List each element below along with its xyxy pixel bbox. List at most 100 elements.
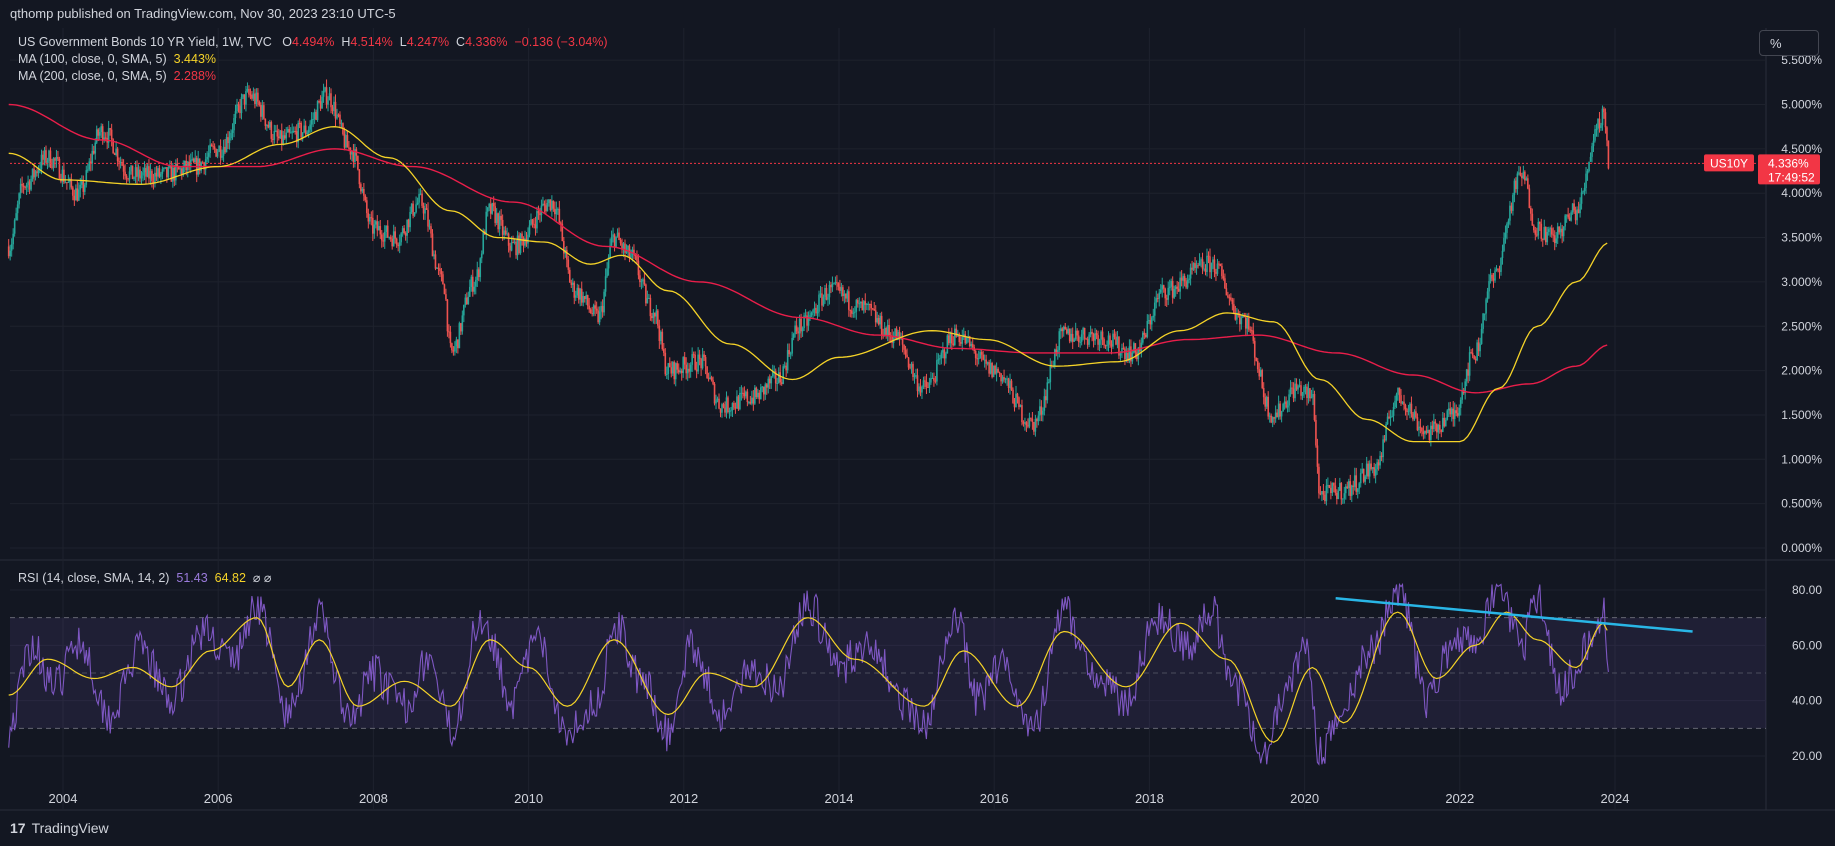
candle-body [1168, 286, 1171, 288]
candle-body [413, 212, 416, 216]
candle-body [382, 240, 385, 242]
candle-body [185, 160, 188, 171]
candle-body [819, 293, 822, 295]
candle-body [79, 184, 82, 190]
candle-body [463, 304, 465, 316]
legend-rsi-icons[interactable]: ⌀ ⌀ [252, 571, 272, 585]
candle-body [252, 93, 255, 99]
candle-body [733, 402, 735, 408]
candle-body [1179, 277, 1181, 292]
percent-scale-button[interactable]: % [1759, 30, 1819, 56]
candle-body [119, 162, 122, 164]
candle-body [482, 231, 485, 254]
candle-body [118, 161, 120, 163]
candle-body [1565, 214, 1568, 216]
candle-body [449, 331, 452, 344]
candle-body [151, 170, 153, 182]
candle-body [958, 335, 961, 343]
candle-body [983, 359, 986, 361]
candle-body [710, 377, 713, 381]
candle-body [1509, 205, 1511, 221]
y-tick-label: 5.500% [1781, 53, 1822, 67]
candle-body [922, 380, 925, 387]
candle-body [1562, 226, 1565, 237]
candle-body [1276, 412, 1278, 418]
candle-body [1391, 415, 1393, 417]
candle-body [421, 193, 423, 206]
candle-body [1131, 352, 1134, 362]
candle-body [357, 155, 359, 170]
legend-close-label: C [456, 35, 466, 49]
candle-body [95, 129, 98, 143]
candle-body [145, 167, 147, 177]
candle-body [1553, 235, 1556, 244]
candle-body [998, 372, 1001, 374]
candle-body [243, 94, 246, 105]
candle-body [64, 182, 67, 184]
candle-body [1292, 388, 1295, 399]
x-tick-label: 2006 [204, 791, 233, 806]
candle-body [800, 318, 802, 332]
candle-body [1264, 397, 1267, 407]
candle-body [988, 362, 990, 374]
candle-body [1107, 335, 1110, 346]
candle-body [1582, 191, 1584, 193]
candle-body [571, 282, 574, 285]
candle-body [665, 373, 668, 375]
candle-body [336, 114, 338, 119]
candle-body [1389, 416, 1392, 419]
candle-body [116, 148, 119, 162]
candle-body [1088, 334, 1090, 345]
candle-body [736, 396, 738, 409]
candle-body [1224, 278, 1226, 289]
candle-body [1103, 338, 1105, 345]
candle-body [297, 122, 299, 143]
candle-body [1307, 388, 1310, 398]
candle-body [1465, 369, 1468, 382]
legend-rsi-ma-value: 64.82 [214, 571, 246, 585]
candle-body [1165, 298, 1168, 300]
x-tick-label: 2004 [49, 791, 78, 806]
candle-body [1216, 263, 1219, 274]
candle-body [273, 131, 276, 140]
candle-body [864, 301, 867, 305]
candle-body [833, 283, 835, 285]
candle-body [637, 260, 640, 276]
candle-body [909, 367, 911, 369]
candle-body [806, 315, 808, 326]
candle-body [933, 378, 935, 381]
candle-body [210, 144, 213, 147]
candle-body [1209, 256, 1211, 273]
candle-body [1074, 330, 1077, 340]
candle-body [959, 342, 962, 344]
candle-body [1395, 394, 1398, 401]
candle-body [321, 96, 323, 109]
candle-body [155, 172, 158, 177]
candle-body [97, 129, 100, 136]
candle-body [1203, 268, 1205, 270]
candle-body [679, 370, 682, 373]
candle-body [728, 410, 731, 412]
candle-body [925, 381, 928, 387]
candle-body [1585, 173, 1587, 189]
candle-body [1567, 214, 1569, 218]
candle-body [1262, 387, 1265, 398]
footer-brand: 17 TradingView [10, 820, 109, 836]
candle-body [877, 318, 880, 325]
candle-body [858, 303, 861, 305]
candle-body [1010, 380, 1013, 390]
candle-body [1543, 227, 1546, 240]
candle-body [595, 308, 598, 311]
candle-body [985, 359, 987, 364]
candle-body [533, 223, 535, 225]
candle-body [555, 209, 558, 215]
candle-body [1133, 343, 1135, 353]
candle-body [1482, 313, 1484, 329]
candle-body [1525, 178, 1528, 181]
candle-body [585, 295, 588, 300]
candle-body [1333, 483, 1335, 486]
candle-body [1544, 227, 1547, 243]
candle-body [1176, 286, 1178, 289]
candle-body [1437, 424, 1440, 433]
